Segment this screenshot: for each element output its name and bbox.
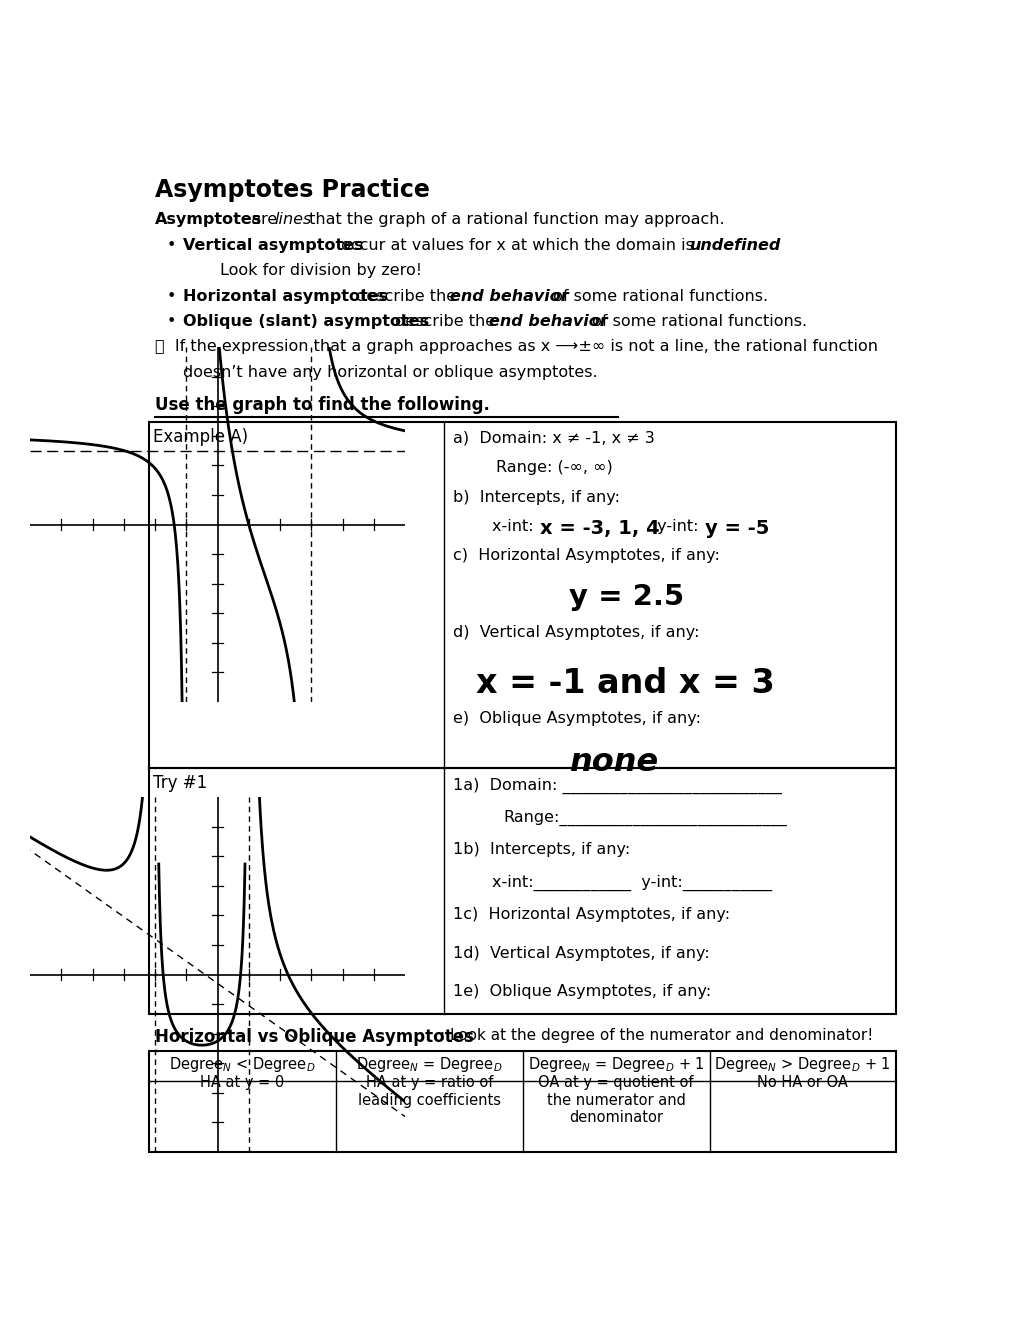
Text: Degree$_N$ = Degree$_D$ + 1: Degree$_N$ = Degree$_D$ + 1 [527,1055,704,1073]
Text: Oblique (slant) asymptotes: Oblique (slant) asymptotes [183,314,429,329]
Text: Asymptotes Practice: Asymptotes Practice [155,178,429,202]
Text: y = -5: y = -5 [704,519,768,537]
Text: 1d)  Vertical Asymptotes, if any:: 1d) Vertical Asymptotes, if any: [452,945,709,961]
Text: none: none [569,747,658,777]
Text: d)  Vertical Asymptotes, if any:: d) Vertical Asymptotes, if any: [452,626,699,640]
Text: •: • [166,314,175,329]
Text: 信  If the expression that a graph approaches as x ⟶±∞ is not a line, the rationa: 信 If the expression that a graph approac… [155,339,876,354]
Text: end behavior: end behavior [449,289,568,304]
Bar [149,422,896,768]
Text: Degree$_N$ > Degree$_D$ + 1: Degree$_N$ > Degree$_D$ + 1 [713,1055,891,1073]
Text: y-int:: y-int: [651,519,703,533]
Text: of some rational functions.: of some rational functions. [548,289,767,304]
Text: Horizontal asymptotes: Horizontal asymptotes [183,289,388,304]
Text: occur at values for x at which the domain is: occur at values for x at which the domai… [335,238,698,252]
Text: Degree$_N$ < Degree$_D$: Degree$_N$ < Degree$_D$ [169,1055,316,1073]
Text: HA at y = ratio of
leading coefficients: HA at y = ratio of leading coefficients [358,1076,500,1107]
Text: that the graph of a rational function may approach.: that the graph of a rational function ma… [304,213,725,227]
Text: No HA or OA: No HA or OA [757,1076,848,1090]
Text: doesn’t have any horizontal or oblique asymptotes.: doesn’t have any horizontal or oblique a… [183,364,597,380]
Text: y = 2.5: y = 2.5 [569,583,684,611]
Text: .: . [756,238,761,252]
Text: OA at y = quotient of
the numerator and
denominator: OA at y = quotient of the numerator and … [538,1076,693,1125]
Text: a)  Domain: x ≠ -1, x ≠ 3: a) Domain: x ≠ -1, x ≠ 3 [452,432,654,446]
Text: Range:____________________________: Range:____________________________ [503,810,787,826]
Text: Degree$_N$ = Degree$_D$: Degree$_N$ = Degree$_D$ [356,1055,502,1073]
Text: x-int:: x-int: [491,519,538,533]
Text: Range: (-∞, ∞): Range: (-∞, ∞) [495,461,611,475]
Text: are: are [246,213,282,227]
Text: x = -3, 1, 4: x = -3, 1, 4 [539,519,658,537]
Text: c)  Horizontal Asymptotes, if any:: c) Horizontal Asymptotes, if any: [452,548,719,564]
Text: : Look at the degree of the numerator and denominator!: : Look at the degree of the numerator an… [439,1027,872,1043]
Text: •: • [166,238,175,252]
Bar [149,768,896,1014]
Text: describe the: describe the [352,289,462,304]
Text: Example A): Example A) [153,428,248,446]
Text: b)  Intercepts, if any:: b) Intercepts, if any: [452,490,620,504]
Text: Horizontal vs Oblique Asymptotes: Horizontal vs Oblique Asymptotes [155,1027,473,1045]
Bar [149,1051,896,1152]
Text: e)  Oblique Asymptotes, if any:: e) Oblique Asymptotes, if any: [452,711,700,726]
Text: end behavior: end behavior [488,314,606,329]
Text: Look for division by zero!: Look for division by zero! [220,263,422,279]
Text: lines: lines [274,213,312,227]
Text: describe the: describe the [390,314,500,329]
Text: Vertical asymptotes: Vertical asymptotes [183,238,364,252]
Text: Try #1: Try #1 [153,775,207,792]
Text: x-int:____________  y-int:___________: x-int:____________ y-int:___________ [491,875,771,891]
Text: 1e)  Oblique Asymptotes, if any:: 1e) Oblique Asymptotes, if any: [452,985,710,999]
Text: HA at y = 0: HA at y = 0 [201,1076,284,1090]
Text: •: • [166,289,175,304]
Text: 1c)  Horizontal Asymptotes, if any:: 1c) Horizontal Asymptotes, if any: [452,907,730,921]
Text: Use the graph to find the following.: Use the graph to find the following. [155,396,489,414]
Text: x = -1 and x = 3: x = -1 and x = 3 [476,667,774,700]
Text: of some rational functions.: of some rational functions. [587,314,806,329]
Text: 1a)  Domain: ___________________________: 1a) Domain: ___________________________ [452,777,782,793]
Text: 1b)  Intercepts, if any:: 1b) Intercepts, if any: [452,842,630,857]
Text: Asymptotes: Asymptotes [155,213,262,227]
Text: undefined: undefined [688,238,780,252]
